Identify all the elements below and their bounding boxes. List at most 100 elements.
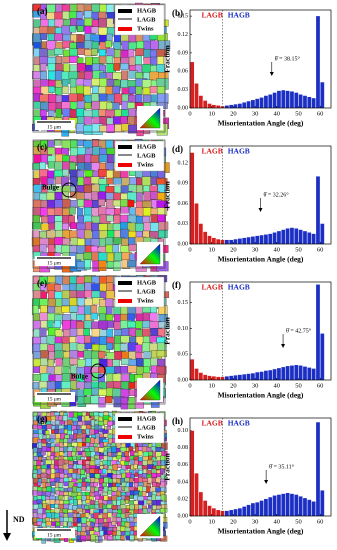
grain: [111, 505, 118, 510]
bar: [198, 372, 203, 380]
grain: [76, 283, 85, 292]
grain: [36, 460, 42, 466]
grain: [133, 530, 138, 536]
bar: [190, 359, 195, 380]
bar: [316, 284, 320, 380]
legend-label: LAGB: [137, 16, 156, 23]
bar: [272, 232, 277, 244]
bar: [225, 510, 229, 516]
grain: [102, 468, 107, 474]
grain: [46, 335, 56, 345]
grain: [76, 108, 85, 117]
bar: [207, 235, 212, 244]
bar: [242, 506, 247, 516]
panel-label: (b): [172, 8, 183, 18]
bar: [211, 376, 216, 380]
grain: [69, 305, 79, 313]
bar: [320, 223, 325, 244]
grain: [129, 494, 134, 500]
bar: [225, 105, 229, 108]
series-label: HAGB: [228, 147, 250, 156]
grain: [137, 450, 143, 456]
x-tick-label: 50: [295, 382, 302, 389]
legend-label: LAGB: [137, 424, 156, 431]
grain: [128, 184, 137, 192]
grain: [105, 298, 114, 308]
bar: [294, 365, 299, 380]
grain: [126, 535, 131, 540]
annotation-arrow-head: [269, 72, 274, 76]
bar: [220, 510, 225, 516]
grain: [90, 312, 99, 320]
bar: [255, 98, 260, 108]
grain: [32, 373, 42, 382]
bar: [285, 90, 290, 108]
bar: [290, 227, 294, 244]
legend-swatch: [118, 426, 132, 428]
grain: [76, 314, 85, 321]
bar: [246, 237, 251, 244]
bar: [216, 105, 221, 108]
bar: [307, 96, 312, 108]
bar: [316, 16, 320, 108]
bar: [320, 82, 325, 108]
legend-swatch: [118, 417, 132, 421]
grain: [129, 535, 135, 542]
bar: [298, 496, 303, 516]
grain: [114, 366, 121, 374]
grain: [116, 455, 122, 460]
grain: [69, 48, 78, 57]
series-label: HAGB: [228, 11, 250, 20]
x-tick-label: 10: [208, 246, 215, 253]
grain: [160, 535, 168, 542]
grain: [80, 486, 87, 491]
series-label: LAGB: [201, 11, 222, 20]
annotation-arrow-head: [264, 480, 269, 484]
grain: [152, 504, 157, 511]
y-tick-label: 0.06: [178, 462, 189, 468]
grain: [114, 351, 123, 361]
nd-arrow-head: [3, 533, 11, 541]
grain: [63, 491, 70, 496]
x-tick-label: 20: [230, 518, 237, 525]
x-tick-label: 10: [208, 110, 215, 117]
grain: [115, 535, 121, 540]
grain: [106, 124, 115, 134]
grain: [158, 230, 168, 239]
scale-label: 15 μm: [47, 260, 62, 266]
bar: [281, 229, 286, 244]
grain: [90, 26, 100, 34]
x-tick-label: 10: [208, 518, 215, 525]
grain: [91, 344, 100, 352]
y-tick-label: 0.00: [178, 513, 189, 519]
y-tick-label: 0.02: [178, 496, 189, 502]
grain: [91, 100, 102, 111]
plot-frame: [189, 281, 332, 381]
x-tick-label: 40: [274, 110, 281, 117]
x-axis-label: Misorientation Angle (deg): [218, 527, 304, 536]
bar: [251, 236, 255, 244]
bar: [238, 374, 242, 380]
bar: [225, 376, 229, 380]
bar: [298, 365, 303, 380]
grain: [47, 63, 57, 71]
grain: [114, 252, 123, 261]
grain: [36, 499, 43, 504]
bar: [277, 90, 281, 108]
y-tick-label: 0.03: [178, 87, 189, 93]
grain: [33, 79, 42, 89]
grain: [91, 78, 102, 86]
grain: [54, 512, 60, 519]
bar: [259, 371, 264, 380]
grain: [70, 222, 78, 230]
legend-swatch: [118, 27, 132, 31]
grain: [84, 102, 92, 110]
x-tick-label: 0: [188, 382, 191, 389]
y-tick-label: 0.03: [178, 221, 189, 227]
grain: [103, 495, 109, 501]
map-frame: [32, 275, 166, 405]
grain: [113, 214, 121, 225]
grain: [70, 312, 77, 320]
scale-label: 15 μm: [47, 124, 62, 130]
